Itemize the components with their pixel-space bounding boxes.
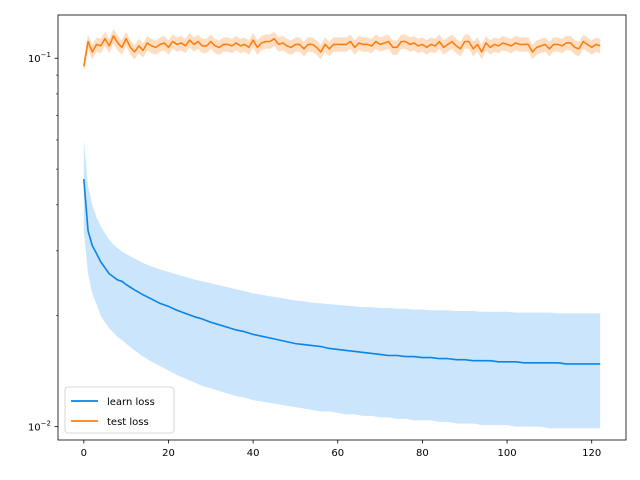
y-axis: 10−2 10−1 — [28, 51, 58, 434]
learn-loss-band — [83, 139, 601, 429]
x-tick-label: 120 — [582, 448, 601, 459]
learn-loss-legend-label: learn loss — [107, 397, 155, 408]
test-loss-band — [83, 28, 601, 74]
legend: learn loss test loss — [64, 386, 175, 434]
x-tick-label: 20 — [162, 448, 175, 459]
y-tick-label: 10−2 — [28, 420, 51, 434]
learn-loss-line — [83, 178, 601, 365]
x-tick-label: 40 — [247, 448, 260, 459]
test-loss-line — [83, 35, 601, 67]
test-loss-legend-label: test loss — [107, 417, 149, 428]
x-tick-label: 60 — [331, 448, 344, 459]
y-tick-label: 10−1 — [28, 51, 51, 65]
plot-frame — [57, 14, 627, 441]
x-tick-label: 100 — [498, 448, 517, 459]
confidence-bands — [83, 28, 601, 429]
x-tick-label: 0 — [81, 448, 87, 459]
x-tick-label: 80 — [416, 448, 429, 459]
x-axis: 0 20 40 60 80 100 120 — [81, 440, 601, 459]
series-lines — [83, 35, 601, 365]
